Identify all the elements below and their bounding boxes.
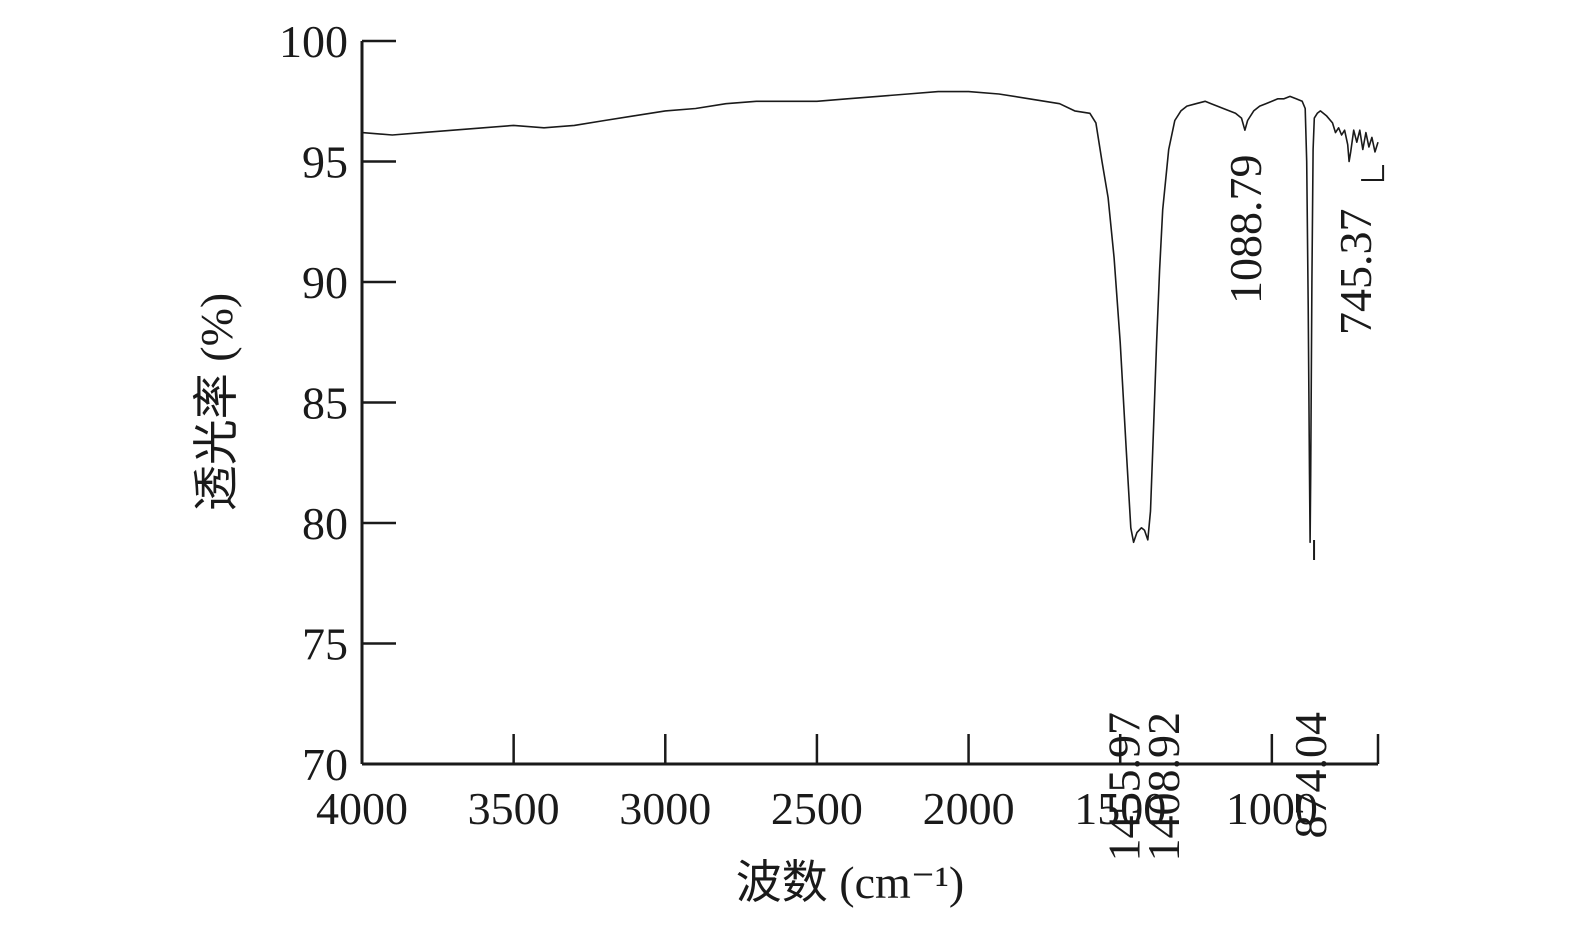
- y-tick-label: 80: [302, 498, 348, 549]
- peak-label: 874.04: [1285, 712, 1336, 839]
- x-tick-label: 2500: [771, 783, 863, 834]
- peak-label: 1408.92: [1138, 712, 1189, 862]
- spectrum-line: [361, 90, 1379, 544]
- x-tick-label: 3000: [619, 783, 711, 834]
- x-axis-title: 波数 (cm⁻¹): [736, 857, 964, 908]
- axes: [360, 41, 1378, 766]
- y-tick-label: 70: [302, 739, 348, 790]
- y-tick-label: 75: [302, 619, 348, 670]
- peak-label: 1088.79: [1220, 155, 1271, 305]
- axis-ticks: 70 75 80 85 90 95 100 4000 3500 3000 2500 2000 1500 1…: [279, 16, 1380, 834]
- y-tick-label: 85: [302, 378, 348, 429]
- y-axis-title: 透光率 (%): [191, 293, 242, 511]
- y-tick-label: 95: [302, 137, 348, 188]
- y-tick-label: 90: [302, 257, 348, 308]
- peak-label: 745.37: [1330, 209, 1381, 336]
- peak-leader-line: [1361, 165, 1385, 181]
- series-layer: [361, 90, 1379, 544]
- x-tick-label: 1000: [1226, 783, 1318, 834]
- x-tick-label: 4000: [316, 783, 408, 834]
- y-tick-label: 100: [279, 16, 348, 67]
- x-tick-label: 3500: [468, 783, 560, 834]
- peak-label: 1455.97: [1099, 712, 1150, 862]
- x-tick-label: 1500: [1074, 783, 1166, 834]
- x-tick-label: 2000: [923, 783, 1015, 834]
